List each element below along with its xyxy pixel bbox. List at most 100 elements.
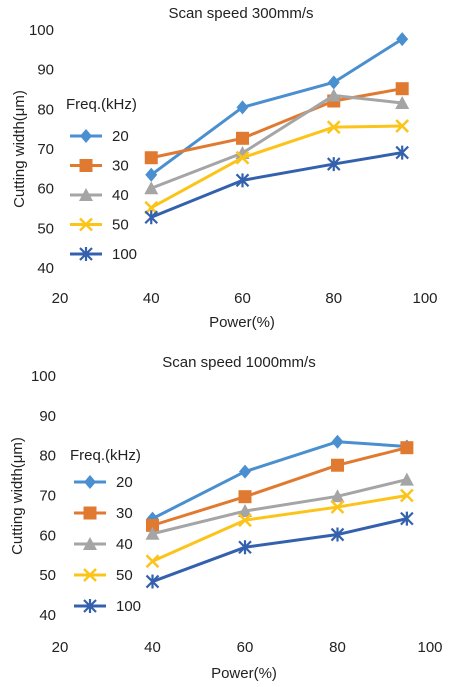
data-point-40 <box>395 95 410 109</box>
y-tick-label: 40 <box>37 260 54 277</box>
y-tick-label: 50 <box>39 567 56 584</box>
x-tick-label: 80 <box>329 639 346 656</box>
x-tick-label: 60 <box>234 290 251 307</box>
data-point-20 <box>396 32 409 47</box>
legend-label: 30 <box>116 505 133 522</box>
y-tick-label: 90 <box>39 408 56 425</box>
chart-scan-speed-1000: Scan speed 1000mm/s 40 50 60 70 80 90 100 20 40 60… <box>9 354 443 682</box>
data-point-50 <box>399 488 414 503</box>
series-line-100 <box>150 151 403 219</box>
data-point-40 <box>144 181 159 195</box>
series-line-40 <box>152 478 408 536</box>
series-line-30 <box>150 87 403 160</box>
legend-title: Freq.(kHz) <box>70 447 141 464</box>
x-tick-label: 100 <box>417 639 442 656</box>
data-point-30 <box>395 82 409 96</box>
data-point-50 <box>326 120 341 135</box>
legend-label: 50 <box>116 567 133 584</box>
y-tick-label: 100 <box>31 368 56 385</box>
chart-title: Scan speed 300mm/s <box>168 5 313 22</box>
legend-marker <box>83 537 97 550</box>
data-point-30 <box>144 151 158 165</box>
data-point-100 <box>395 145 409 160</box>
x-tick-label: 80 <box>325 290 342 307</box>
y-axis-title: Cutting width(μm) <box>9 437 26 555</box>
y-tick-label: 90 <box>37 62 54 79</box>
series-line-50 <box>151 494 408 563</box>
data-point-20 <box>331 434 344 449</box>
series-line-20 <box>150 37 403 176</box>
x-tick-label: 20 <box>52 290 69 307</box>
data-point-20 <box>239 464 251 479</box>
data-point-100 <box>145 574 160 589</box>
legend-marker <box>83 599 97 613</box>
data-point-50 <box>395 119 410 133</box>
series-line-100 <box>151 517 408 583</box>
x-tick-label: 40 <box>144 639 161 656</box>
data-point-100 <box>400 511 414 526</box>
data-point-20 <box>327 75 340 90</box>
y-axis-title: Cutting width(μm) <box>11 90 28 208</box>
legend-label: 40 <box>112 187 129 204</box>
data-point-30 <box>331 458 344 472</box>
legend-marker <box>83 506 97 520</box>
y-tick-label: 80 <box>37 101 54 118</box>
data-point-50 <box>235 150 250 165</box>
x-tick-label: 100 <box>412 290 437 307</box>
legend-marker <box>83 568 97 582</box>
y-tick-label: 60 <box>37 181 54 198</box>
chart-scan-speed-300: Scan speed 300mm/s 40 50 60 70 80 90 100 20 40 60 8… <box>11 5 438 331</box>
y-tick-label: 70 <box>39 488 56 505</box>
x-axis-title: Power(%) <box>209 314 275 331</box>
legend-label: 100 <box>116 598 141 615</box>
series-line-20 <box>151 440 407 520</box>
series-line-30 <box>152 446 408 527</box>
legend-marker <box>79 159 93 172</box>
legend-label: 30 <box>112 158 129 175</box>
data-point-50 <box>145 554 160 569</box>
legend-marker <box>80 129 92 143</box>
data-point-40 <box>238 504 252 518</box>
data-point-40 <box>326 88 341 102</box>
data-point-100 <box>144 210 159 225</box>
data-point-50 <box>238 513 252 528</box>
x-tick-label: 40 <box>143 290 160 307</box>
legend-marker <box>79 188 93 201</box>
legend-title: Freq.(kHz) <box>66 96 137 113</box>
legend-label: 20 <box>116 474 133 491</box>
series-line-50 <box>150 124 403 210</box>
data-point-30 <box>400 441 414 455</box>
x-axis-title: Power(%) <box>211 665 277 682</box>
legend-marker <box>79 247 93 261</box>
data-point-30 <box>238 490 252 504</box>
series-line-40 <box>150 93 403 190</box>
data-point-20 <box>145 167 158 182</box>
legend-label: 50 <box>112 217 129 234</box>
y-tick-label: 40 <box>39 607 56 624</box>
data-point-20 <box>236 100 249 115</box>
data-point-100 <box>330 527 345 542</box>
chart-title: Scan speed 1000mm/s <box>162 354 315 371</box>
data-point-100 <box>326 157 341 172</box>
y-tick-label: 50 <box>37 220 54 237</box>
legend-marker <box>79 217 93 232</box>
y-tick-label: 80 <box>39 448 56 465</box>
data-point-40 <box>330 489 345 503</box>
data-point-40 <box>145 526 160 540</box>
data-point-30 <box>236 131 249 145</box>
y-tick-label: 70 <box>37 141 54 158</box>
legend-label: 100 <box>112 246 137 263</box>
data-point-100 <box>235 173 250 188</box>
x-tick-label: 60 <box>237 639 254 656</box>
legend-marker <box>84 475 96 489</box>
x-tick-label: 20 <box>52 639 69 656</box>
legend-label: 20 <box>112 128 129 145</box>
data-point-40 <box>399 472 414 486</box>
y-tick-label: 100 <box>29 22 54 39</box>
legend-label: 40 <box>116 536 133 553</box>
y-tick-label: 60 <box>39 527 56 544</box>
data-point-30 <box>146 518 159 532</box>
data-point-50 <box>330 500 345 514</box>
data-point-100 <box>238 540 252 555</box>
